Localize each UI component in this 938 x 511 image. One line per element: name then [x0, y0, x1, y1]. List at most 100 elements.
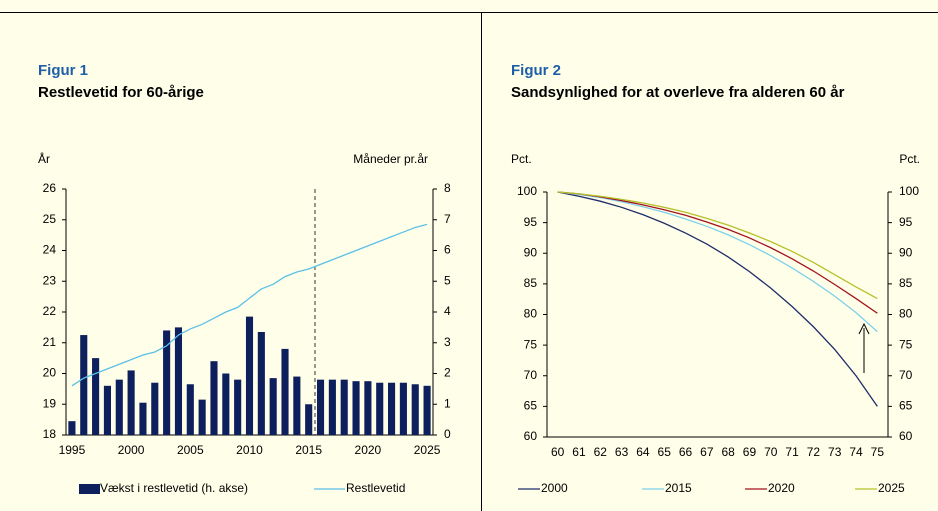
x-tick-label: 2020 [355, 443, 382, 457]
x-tick-label: 60 [551, 445, 565, 459]
x-tick-label: 65 [658, 445, 672, 459]
arrow [858, 322, 870, 373]
x-tick-label: 73 [828, 445, 842, 459]
line [557, 191, 878, 407]
y2-tick-label: 80 [899, 307, 913, 321]
y2-tick-label: 75 [899, 337, 913, 351]
y2-axis-label: Pct. [899, 152, 920, 166]
bar [210, 361, 218, 435]
y2-tick-label: 60 [899, 429, 913, 443]
y-tick-label: 20 [43, 366, 57, 380]
bar [139, 402, 147, 435]
bar [68, 421, 76, 435]
y2-tick-label: 5 [444, 273, 451, 287]
x-tick-label: 70 [764, 445, 778, 459]
bar [376, 382, 384, 435]
bar [234, 379, 242, 435]
x-tick-label: 61 [572, 445, 586, 459]
y2-tick-label: 95 [899, 215, 913, 229]
y2-tick-label: 7 [444, 212, 451, 226]
bar [198, 399, 206, 435]
y-tick-label: 24 [43, 243, 57, 257]
x-tick-label: 2025 [414, 443, 441, 457]
y-tick-label: 21 [43, 335, 57, 349]
figure-label: Figur 2 [511, 62, 562, 79]
bar [352, 381, 360, 435]
x-tick-label: 63 [615, 445, 629, 459]
bar [257, 331, 265, 435]
arrow-head [858, 322, 870, 335]
bar [92, 358, 100, 435]
y-tick-label: 65 [524, 399, 538, 413]
y-tick-label: 19 [43, 396, 57, 410]
x-tick-label: 68 [721, 445, 735, 459]
bar [340, 379, 348, 435]
legend-label: Vækst i restlevetid (h. akse) [100, 481, 248, 495]
y2-tick-label: 2 [444, 366, 451, 380]
legend-label: Restlevetid [346, 481, 405, 495]
bar [269, 378, 277, 435]
x-tick-label: 67 [700, 445, 714, 459]
bar [399, 382, 407, 435]
bar [115, 379, 123, 435]
y-axis-label: År [38, 151, 50, 166]
bar [328, 379, 336, 435]
y2-tick-label: 65 [899, 399, 913, 413]
bar [151, 382, 159, 435]
y-tick-label: 18 [43, 427, 57, 441]
y2-tick-label: 1 [444, 396, 451, 410]
legend-label: 2000 [541, 481, 568, 495]
y2-tick-label: 6 [444, 243, 451, 257]
y-tick-label: 22 [43, 304, 57, 318]
x-tick-label: 2000 [118, 443, 145, 457]
y-tick-label: 25 [43, 212, 57, 226]
y2-tick-label: 90 [899, 245, 913, 259]
line [557, 191, 878, 300]
bar [423, 385, 431, 435]
y-tick-label: 70 [524, 368, 538, 382]
y2-tick-label: 3 [444, 335, 451, 349]
bar [316, 379, 325, 435]
y-tick-label: 90 [524, 245, 538, 259]
chart-title: Restlevetid for 60-årige [38, 84, 204, 101]
bar [174, 327, 183, 435]
x-tick-label: 71 [785, 445, 799, 459]
y-tick-label: 26 [43, 181, 57, 195]
x-tick-label: 2005 [177, 443, 204, 457]
bar [411, 384, 419, 435]
y-tick-label: 95 [524, 215, 538, 229]
x-tick-label: 64 [636, 445, 650, 459]
legend-swatch [79, 484, 100, 494]
x-tick-label: 1995 [59, 443, 86, 457]
bar [163, 330, 171, 435]
x-tick-label: 74 [849, 445, 863, 459]
bar [293, 376, 301, 435]
y-tick-label: 60 [524, 429, 538, 443]
y-tick-label: 100 [517, 184, 537, 198]
bar [364, 381, 372, 435]
legend-label: 2015 [665, 481, 692, 495]
legend-label: 2025 [878, 481, 905, 495]
y2-tick-label: 0 [444, 427, 451, 441]
line [557, 191, 878, 333]
y-tick-label: 80 [524, 307, 538, 321]
y2-tick-label: 4 [444, 304, 451, 318]
legend-label: 2020 [768, 481, 795, 495]
y2-axis-label: Måneder pr.år [353, 152, 428, 166]
y2-tick-label: 85 [899, 276, 913, 290]
x-tick-label: 66 [679, 445, 693, 459]
bar [245, 316, 254, 435]
bar [103, 385, 111, 435]
figure-label: Figur 1 [38, 62, 89, 79]
bar [388, 382, 396, 435]
bar [186, 384, 194, 435]
bar [222, 373, 230, 435]
x-tick-label: 62 [594, 445, 608, 459]
y2-tick-label: 8 [444, 181, 451, 195]
x-tick-label: 2015 [295, 443, 322, 457]
x-tick-label: 72 [807, 445, 821, 459]
bar [127, 370, 135, 435]
y-axis-label: Pct. [511, 152, 532, 166]
x-tick-label: 2010 [236, 443, 263, 457]
